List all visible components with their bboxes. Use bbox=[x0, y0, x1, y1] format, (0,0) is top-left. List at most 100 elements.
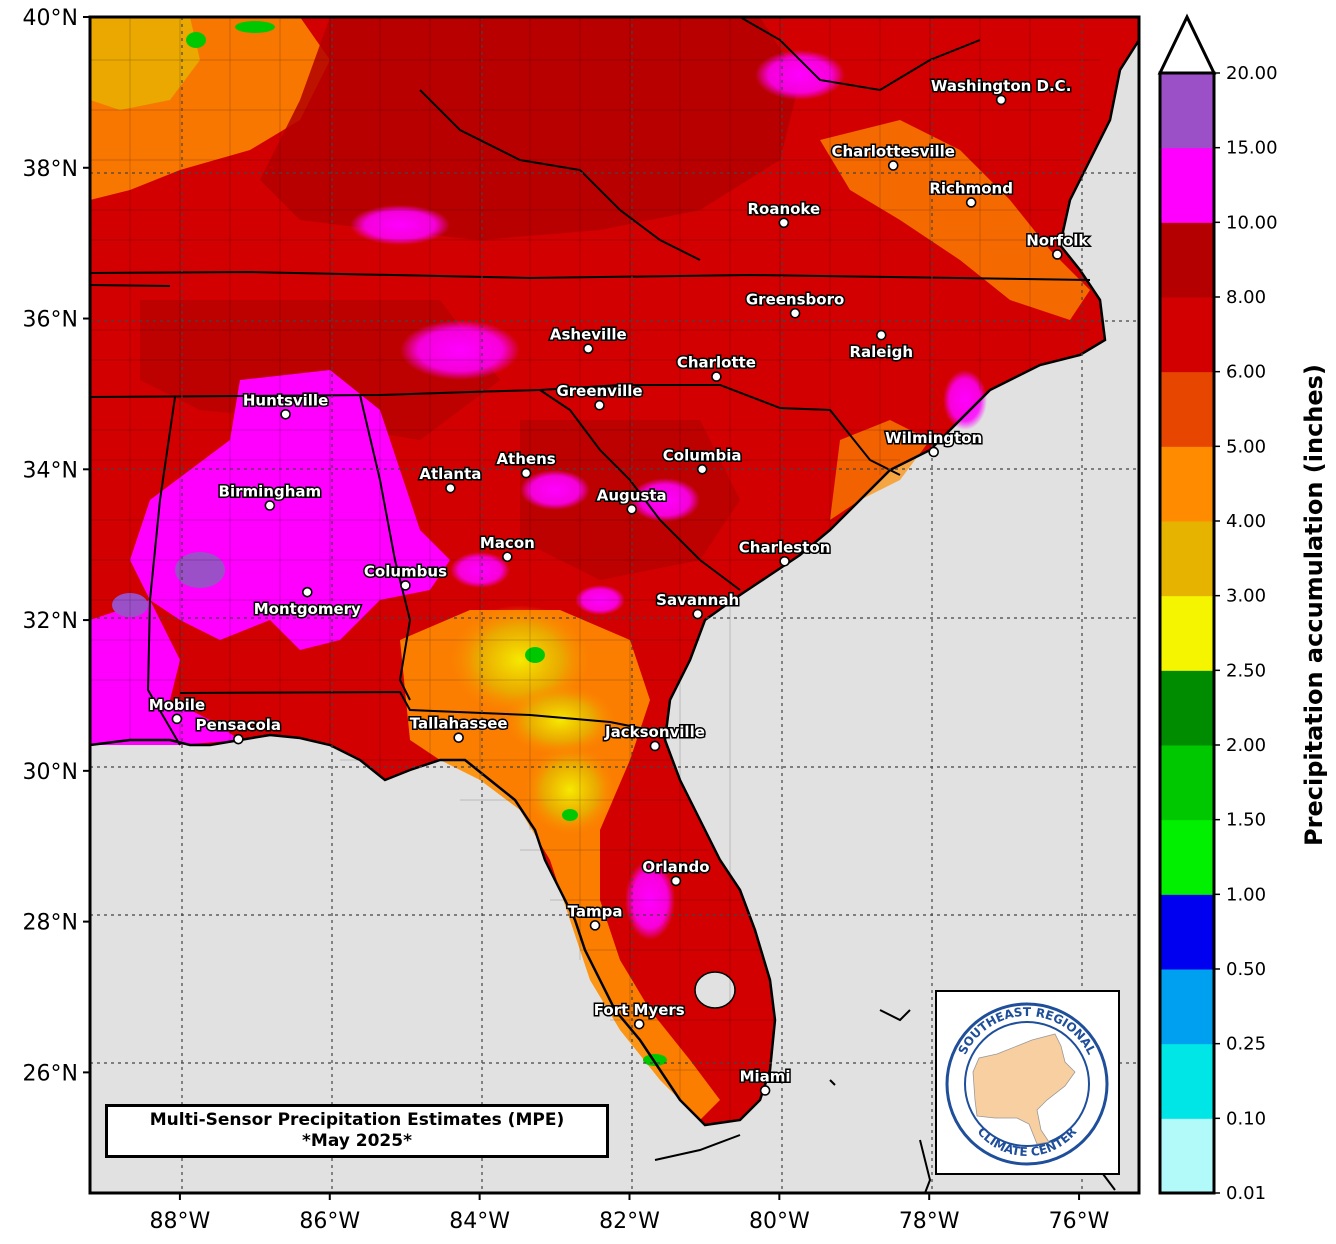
dry-region-va-coast bbox=[820, 120, 1090, 320]
colorbar-frame bbox=[1158, 71, 1216, 1195]
colorbar-segment bbox=[1160, 670, 1214, 746]
colorbar-segment bbox=[1160, 147, 1214, 223]
city-label-savannah: Savannah bbox=[656, 591, 739, 609]
extreme-core-nc-coast bbox=[943, 370, 987, 430]
lon-tick-label: 80°W bbox=[749, 1209, 810, 1234]
lon-tick-label: 78°W bbox=[899, 1209, 960, 1234]
city-marker-miami bbox=[759, 1085, 771, 1096]
colorbar-level-label: 1.50 bbox=[1226, 810, 1266, 831]
colorbar-level-label: 0.25 bbox=[1226, 1034, 1266, 1055]
city-marker-montgomery bbox=[301, 586, 313, 598]
city-marker-wilmington bbox=[928, 446, 939, 458]
city-label-columbia: Columbia bbox=[663, 446, 742, 464]
lat-tick-label: 34°N bbox=[23, 458, 78, 483]
map-title: Multi-Sensor Precipitation Estimates (MP… bbox=[149, 1110, 565, 1130]
dry-region-nc-coast bbox=[830, 420, 930, 520]
boundary-md-va bbox=[739, 17, 981, 92]
colorbar-segment bbox=[1160, 446, 1214, 522]
green-patch-georgia bbox=[525, 647, 545, 663]
city-marker-greensboro bbox=[789, 307, 801, 319]
extreme-core-augusta bbox=[630, 478, 700, 522]
boundary-ky-tn-va-nc bbox=[90, 270, 1091, 281]
city-label-mobile: Mobile bbox=[149, 696, 205, 714]
lat-tick-label: 40°N bbox=[23, 6, 78, 31]
dry-core-north-florida bbox=[525, 745, 615, 835]
colorbar-level-label: 10.00 bbox=[1226, 212, 1278, 233]
city-label-macon: Macon bbox=[480, 534, 535, 552]
extreme-core-tn-nc bbox=[400, 320, 520, 380]
lat-tick-label: 26°N bbox=[23, 1061, 78, 1086]
city-marker-asheville bbox=[582, 343, 594, 354]
extreme-core-macon bbox=[450, 552, 510, 588]
city-label-roanoke: Roanoke bbox=[747, 200, 820, 218]
city-marker-charlottesville bbox=[887, 160, 899, 171]
boundary-al-ga bbox=[359, 394, 412, 701]
map-area: Washington D.C. Charlottesville Richmond Ro… bbox=[90, 17, 1139, 1193]
colorbar-segment bbox=[1160, 1043, 1214, 1119]
colorbar-extend-arrow bbox=[1157, 13, 1217, 75]
city-marker-pensacola bbox=[233, 733, 244, 745]
boundary-ky-tn-west bbox=[90, 284, 171, 287]
city-marker-greenville bbox=[594, 399, 605, 411]
city-label-charlottesville: Charlottesville bbox=[831, 143, 954, 161]
city-marker-columbia bbox=[696, 464, 708, 475]
dry-core-florida-panhandle bbox=[505, 685, 615, 755]
lat-tick-label: 28°N bbox=[23, 911, 78, 936]
colorbar-level-label: 2.50 bbox=[1226, 660, 1266, 681]
city-marker-huntsville bbox=[280, 408, 291, 420]
city-marker-tallahassee bbox=[453, 732, 464, 743]
colorbar-level-label: 4.00 bbox=[1226, 511, 1266, 532]
boundary-tn-south bbox=[90, 389, 541, 398]
extreme-core-alabama bbox=[175, 552, 225, 588]
colorbar-segment bbox=[1160, 894, 1214, 970]
colorbar-segment bbox=[1160, 819, 1214, 895]
boundary-nc-sc bbox=[539, 384, 901, 476]
map-frame bbox=[88, 15, 1141, 1195]
city-markers: Washington D.C. Charlottesville Richmond Ro… bbox=[147, 75, 1091, 1096]
city-label-birmingham: Birmingham bbox=[219, 482, 322, 500]
wet-region-north bbox=[260, 17, 800, 240]
colorbar-level-label: 2.00 bbox=[1226, 735, 1266, 756]
city-marker-macon bbox=[502, 551, 513, 563]
green-patch-florida bbox=[562, 809, 578, 821]
colorbar-segment bbox=[1160, 222, 1214, 298]
colorbar-level-label: 1.00 bbox=[1226, 884, 1266, 905]
colorbar-level-label: 0.10 bbox=[1226, 1108, 1266, 1129]
boundary-wv-va bbox=[419, 89, 701, 261]
colorbar-level-label: 3.00 bbox=[1226, 586, 1266, 607]
city-label-atlanta: Atlanta bbox=[419, 465, 481, 483]
green-patch-north bbox=[235, 21, 275, 33]
lat-tick-label: 38°N bbox=[23, 157, 78, 182]
city-marker-jacksonville bbox=[649, 740, 661, 752]
city-label-montgomery: Montgomery bbox=[254, 600, 361, 618]
sercc-logo: SOUTHEAST REGIONAL CLIMATE CENTER bbox=[945, 1002, 1109, 1166]
logo-southeast-silhouette bbox=[972, 1033, 1076, 1145]
lon-tick-label: 86°W bbox=[299, 1209, 360, 1234]
boundary-al-fl-ga-fl bbox=[179, 690, 651, 731]
coastline bbox=[90, 39, 1139, 1127]
boundary-ga-sc bbox=[539, 389, 741, 591]
city-marker-augusta bbox=[626, 503, 638, 515]
map-subtitle: *May 2025* bbox=[302, 1131, 412, 1151]
colorbar: 0.01 0.10 0.25 0.50 1.00 1.50 2.00 2.50 3.00 4.00… bbox=[1157, 13, 1278, 1204]
colorbar-segment bbox=[1160, 595, 1214, 671]
dry-region-ga-fl bbox=[400, 610, 720, 1120]
lon-tick-label: 82°W bbox=[599, 1209, 660, 1234]
city-marker-columbus bbox=[400, 580, 411, 591]
colorbar-level-label: 15.00 bbox=[1226, 138, 1278, 159]
colorbar-segment bbox=[1160, 73, 1214, 149]
island-andros bbox=[919, 1139, 932, 1193]
lon-tick-label: 76°W bbox=[1049, 1209, 1110, 1234]
city-label-greenville: Greenville bbox=[556, 382, 642, 400]
colorbar-level-label: 8.00 bbox=[1226, 287, 1266, 308]
colorbar-level-label: 6.00 bbox=[1226, 362, 1266, 383]
city-marker-charleston bbox=[779, 555, 790, 567]
extreme-core-kentucky bbox=[350, 205, 450, 245]
city-label-athens: Athens bbox=[496, 450, 555, 468]
city-label-fort-myers: Fort Myers bbox=[594, 1001, 685, 1019]
city-marker-savannah bbox=[692, 608, 703, 620]
colorbar-segment bbox=[1160, 1118, 1214, 1194]
city-label-washington-d-c: Washington D.C. bbox=[931, 77, 1072, 95]
island-bimini bbox=[829, 1079, 836, 1086]
